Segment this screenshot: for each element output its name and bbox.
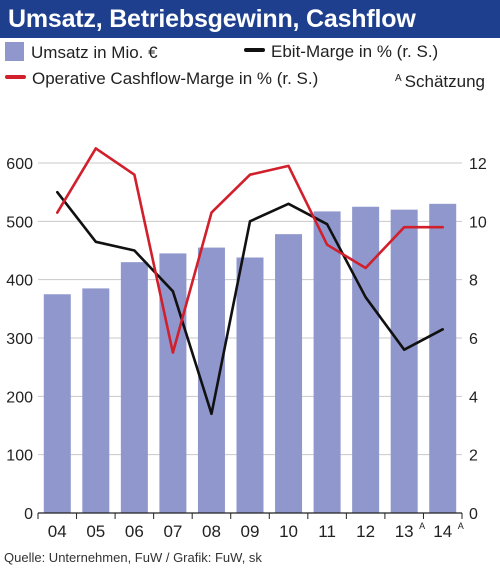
y-left-tick-label: 600 bbox=[6, 156, 33, 173]
legend-item-revenue: Umsatz in Mio. € bbox=[5, 42, 158, 63]
x-tick-label: 07 bbox=[163, 522, 182, 541]
y-left-tick-label: 500 bbox=[6, 214, 33, 231]
legend-swatch-ebit bbox=[244, 48, 265, 52]
bar bbox=[236, 257, 264, 513]
bar bbox=[313, 211, 341, 513]
legend-item-ebit: Ebit-Marge in % (r. S.) bbox=[244, 42, 438, 62]
y-right-tick-label: 12 bbox=[469, 156, 487, 173]
x-tick-label: 08 bbox=[202, 522, 221, 541]
line-layer bbox=[55, 147, 445, 416]
x-tick-label: 12 bbox=[356, 522, 375, 541]
axis-layer: 0 100 200 300 400 500 600 0 2 4 6 8 10 12 04 05 06 07 08 09… bbox=[6, 156, 487, 541]
x-tick-label: 06 bbox=[125, 522, 144, 541]
legend-item-estimate: A Schätzung bbox=[395, 69, 485, 92]
x-tick-label: 13 bbox=[395, 522, 414, 541]
legend-label-revenue: Umsatz in Mio. € bbox=[31, 43, 158, 62]
cashflow-margin-line bbox=[55, 147, 445, 354]
y-right-tick-label: 0 bbox=[469, 506, 478, 523]
bar bbox=[120, 262, 148, 513]
y-left-tick-label: 0 bbox=[24, 506, 33, 523]
y-left-tick-label: 300 bbox=[6, 331, 33, 348]
y-right-tick-label: 4 bbox=[469, 389, 478, 406]
x-tick-label: 09 bbox=[241, 522, 260, 541]
bar bbox=[429, 203, 457, 514]
bar bbox=[82, 288, 110, 513]
bar bbox=[43, 294, 71, 513]
bar bbox=[159, 253, 187, 513]
y-left-tick-label: 200 bbox=[6, 389, 33, 406]
chart-title: Umsatz, Betriebsgewinn, Cashflow bbox=[8, 5, 416, 33]
bar bbox=[197, 247, 225, 514]
x-tick-label: 14 bbox=[433, 522, 452, 541]
legend-item-cashflow: Operative Cashflow-Marge in % (r. S.) bbox=[5, 69, 318, 89]
legend-label-estimate: Schätzung bbox=[404, 72, 486, 91]
x-tick-label: 05 bbox=[86, 522, 105, 541]
y-left-tick-label: 100 bbox=[6, 448, 33, 465]
x-tick-estimate-marker: A bbox=[458, 521, 464, 531]
bar bbox=[275, 234, 303, 513]
y-right-tick-label: 6 bbox=[469, 331, 478, 348]
estimate-letter: A bbox=[395, 73, 402, 84]
source-note: Quelle: Unternehmen, FuW / Grafik: FuW, … bbox=[4, 550, 262, 565]
ebit-margin-line bbox=[55, 190, 445, 416]
x-tick-label: 04 bbox=[48, 522, 67, 541]
legend-label-ebit: Ebit-Marge in % (r. S.) bbox=[271, 42, 439, 61]
legend-label-cashflow: Operative Cashflow-Marge in % (r. S.) bbox=[32, 69, 319, 88]
title-bar: Umsatz, Betriebsgewinn, Cashflow bbox=[0, 0, 500, 38]
bar bbox=[390, 209, 418, 513]
bar bbox=[352, 206, 380, 513]
legend-swatch-revenue bbox=[5, 42, 24, 61]
y-left-tick-label: 400 bbox=[6, 273, 33, 290]
x-tick-estimate-marker: A bbox=[419, 521, 425, 531]
x-tick-label: 11 bbox=[318, 522, 336, 541]
bar-layer bbox=[43, 203, 457, 514]
y-right-tick-label: 8 bbox=[469, 273, 478, 290]
legend-swatch-cashflow bbox=[5, 75, 26, 79]
y-right-tick-label: 2 bbox=[469, 448, 478, 465]
x-tick-label: 10 bbox=[279, 522, 298, 541]
legend: Umsatz in Mio. € Ebit-Marge in % (r. S.)… bbox=[0, 38, 500, 96]
y-right-tick-label: 10 bbox=[469, 214, 487, 231]
